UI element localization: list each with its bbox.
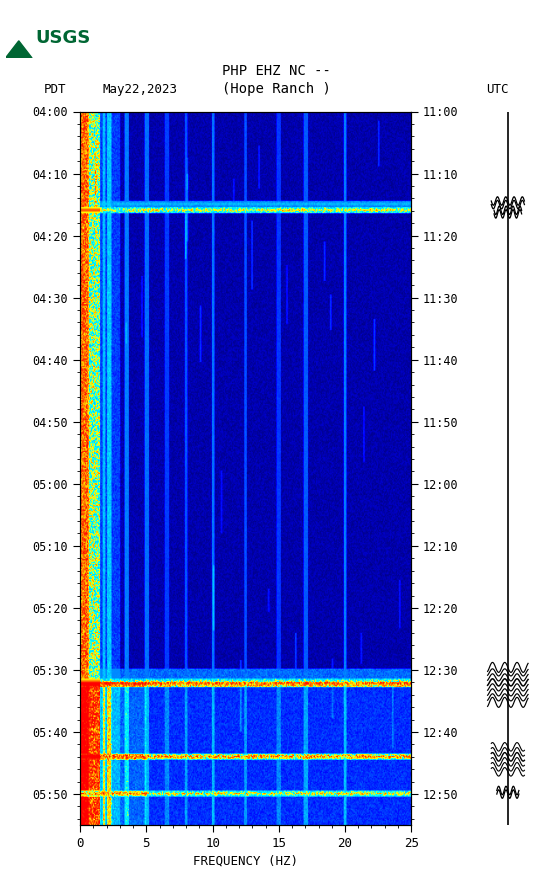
Text: (Hope Ranch ): (Hope Ranch ) (221, 82, 331, 96)
Text: PDT: PDT (44, 83, 67, 95)
Polygon shape (6, 41, 32, 58)
Text: UTC: UTC (486, 83, 508, 95)
Text: PHP EHZ NC --: PHP EHZ NC -- (221, 64, 331, 78)
Text: May22,2023: May22,2023 (102, 83, 177, 95)
X-axis label: FREQUENCY (HZ): FREQUENCY (HZ) (193, 854, 298, 867)
Text: USGS: USGS (35, 29, 91, 47)
